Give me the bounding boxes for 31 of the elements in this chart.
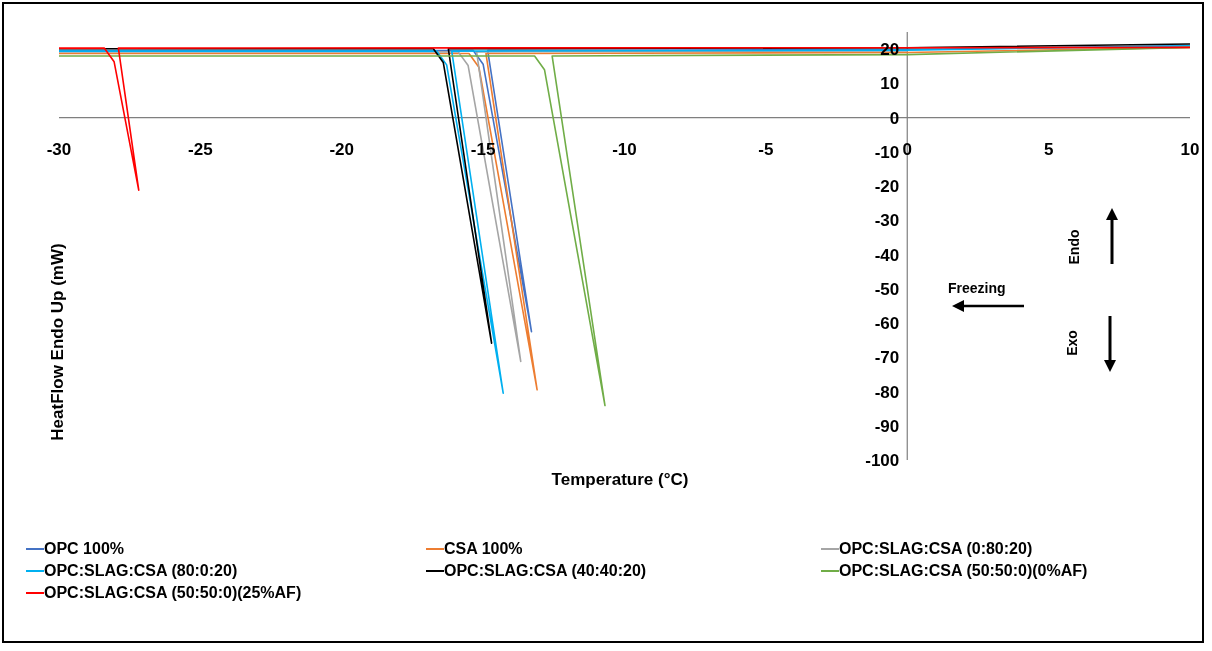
y-tick-label: -100: [865, 451, 900, 470]
y-axis-title: HeatFlow Endo Up (mW): [48, 243, 68, 441]
y-tick-label: -70: [874, 348, 900, 368]
x-tick-label: -25: [188, 139, 213, 159]
y-tick-label: -50: [874, 279, 900, 299]
x-tick-label: 5: [1043, 139, 1054, 159]
y-tick-label: -90: [874, 416, 900, 436]
annotation: Endo: [1066, 229, 1082, 265]
annotation: Exo: [1064, 330, 1080, 356]
x-tick-label: -10: [612, 139, 637, 159]
x-axis-title: Temperature (°C): [551, 470, 689, 490]
y-tick-label: -30: [874, 211, 900, 231]
y-tick-label: -60: [874, 314, 900, 334]
legend-label: OPC 100%: [44, 540, 125, 558]
x-tick-label: -5: [758, 139, 774, 159]
legend-label: OPC:SLAG:CSA (50:50:0)(0%AF): [839, 562, 1088, 580]
x-tick-label: -20: [329, 139, 355, 159]
y-tick-label: 10: [880, 74, 900, 94]
y-tick-label: -80: [874, 382, 900, 402]
x-tick-label: 10: [1180, 139, 1200, 159]
x-tick-label: -30: [46, 139, 72, 159]
annotation: Freezing: [948, 280, 1006, 296]
legend-label: OPC:SLAG:CSA (50:50:0)(25%AF): [44, 584, 302, 602]
y-tick-label: -20: [874, 177, 900, 197]
y-tick-label: 20: [880, 40, 900, 60]
legend-label: OPC:SLAG:CSA (40:40:20): [444, 562, 647, 580]
legend-label: CSA 100%: [444, 540, 523, 558]
legend-label: OPC:SLAG:CSA (0:80:20): [839, 540, 1033, 558]
y-tick-label: 0: [889, 108, 900, 128]
y-tick-label: -40: [874, 245, 900, 265]
legend-label: OPC:SLAG:CSA (80:0:20): [44, 562, 238, 580]
